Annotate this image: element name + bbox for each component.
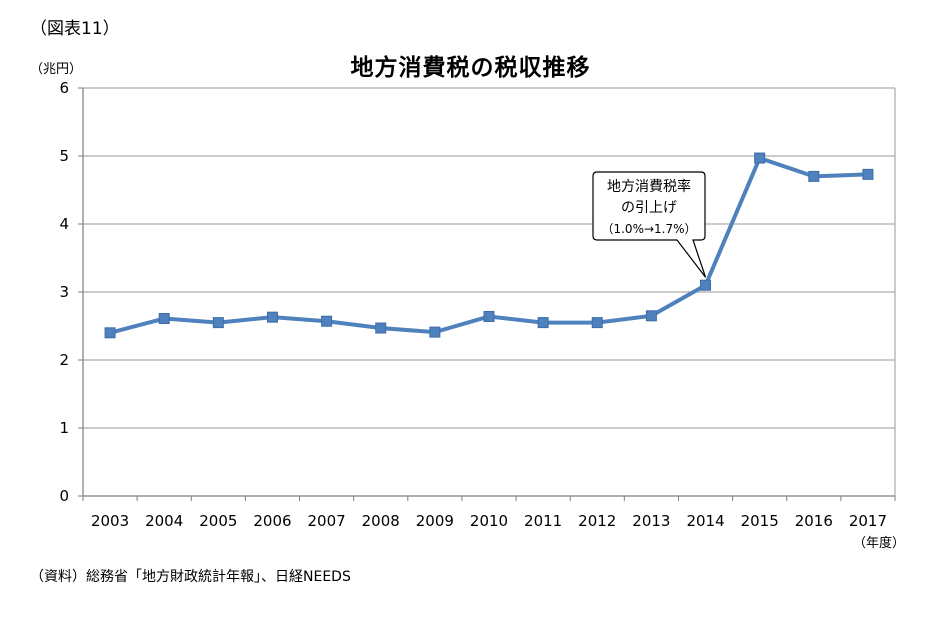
x-tick-label-2012: 2012 [578,512,616,530]
x-tick-label-2016: 2016 [795,512,833,530]
data-point-2004 [158,313,170,325]
series-line-0 [109,156,869,335]
annotation-text-0: 地方消費税率 [607,178,691,195]
figure-label: （図表11） [30,19,120,39]
y-axis-unit-label: （兆円） [30,62,83,77]
data-point-2003 [104,327,116,339]
y-tick-label-3: 3 [59,283,69,301]
x-tick-label-2005: 2005 [199,512,237,530]
data-point-2015 [754,152,766,164]
series [104,152,874,339]
data-point-2005 [212,317,224,329]
x-tick-label-2008: 2008 [362,512,400,530]
x-tick-label-2004: 2004 [145,512,183,530]
y-tick-label-5: 5 [59,147,69,165]
data-point-2009 [429,326,441,338]
x-tick-label-2014: 2014 [686,512,724,530]
data-point-2013 [645,310,657,322]
x-tick-label-2003: 2003 [91,512,129,530]
annotation-callout [592,171,707,278]
data-point-2006 [266,311,278,323]
data-point-2014 [700,279,712,291]
data-point-2007 [321,315,333,327]
x-tick-label-2006: 2006 [253,512,291,530]
x-axis-unit-label: （年度） [853,535,905,551]
y-tick-label-0: 0 [59,487,69,505]
data-point-2012 [591,317,603,329]
x-tick-label-2015: 2015 [741,512,779,530]
x-tick-label-2017: 2017 [849,512,887,530]
x-tick-label-2009: 2009 [416,512,454,530]
y-tick-label-1: 1 [59,419,69,437]
chart-title: 地方消費税の税収推移 [350,55,591,81]
y-tick-label-2: 2 [59,351,69,369]
y-tick-label-4: 4 [59,215,69,233]
axes [82,87,896,497]
x-axis-ticks: 2003 2004 2005 2006 2007 2008 2009 2010 2011 2012… [82,496,905,551]
gridlines [83,87,895,429]
y-axis-ticks: 0 1 2 3 4 5 6 [59,79,83,505]
data-point-2011 [537,317,549,329]
annotation-text-2: （1.0%→1.7%） [601,222,696,236]
line-chart: 0 1 2 3 4 5 6 2003 2004 2005 2006 2007 2008 2009 2010… [59,79,905,551]
x-tick-label-2011: 2011 [524,512,562,530]
x-tick-label-2007: 2007 [308,512,346,530]
data-point-2017 [862,168,874,180]
annotation-text-1: の引上げ [621,200,677,216]
source-note: （資料）総務省「地方財政統計年報」、日経NEEDS [30,569,351,585]
x-tick-label-2010: 2010 [470,512,508,530]
data-point-2008 [375,322,387,334]
data-point-2016 [808,170,820,182]
y-tick-label-6: 6 [59,79,69,97]
x-tick-label-2013: 2013 [632,512,670,530]
data-point-2010 [483,310,495,322]
